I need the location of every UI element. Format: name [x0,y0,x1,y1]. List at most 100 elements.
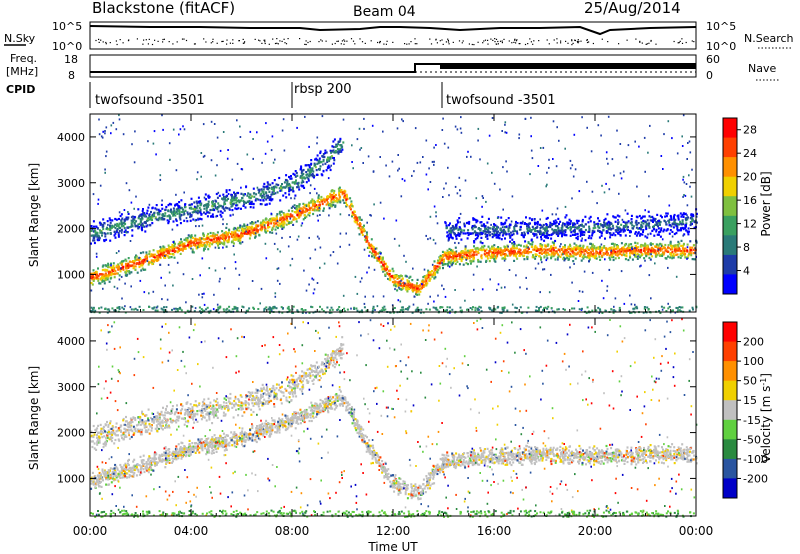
scatter-cell [692,248,695,251]
scatter-cell [623,244,626,247]
scatter-cell [101,280,104,283]
scatter-cell [385,267,388,270]
scatter-cell [615,230,618,233]
nsearch-dot [283,38,285,40]
noise-cell [657,248,660,251]
scatter-cell [480,257,483,260]
scatter-cell [400,288,403,291]
scatter-cell [488,250,491,253]
scatter-cell [216,208,219,211]
noise-cell [203,196,206,199]
noise-cell [316,192,318,195]
scatter-cell [672,226,675,229]
scatter-cell [280,218,283,221]
scatter-cell [322,158,325,162]
scatter-cell [203,247,206,250]
scatter-cell [363,224,365,227]
scatter-cell [450,248,452,252]
scatter-cell [299,176,302,179]
scatter-cell [176,202,179,206]
noise-cell [90,289,93,292]
nsearch-dot [439,40,441,42]
scatter-cell [495,236,498,239]
scatter-cell [120,225,123,228]
noise-cell [649,124,651,127]
scatter-cell [591,245,594,248]
scatter-cell [305,215,308,218]
scatter-cell [141,222,144,225]
scatter-cell [643,215,646,218]
scatter-cell [504,237,506,240]
scatter-cell [297,184,300,187]
noise-cell [486,162,489,165]
scatter-cell [125,270,128,273]
scatter-cell [584,248,587,251]
scatter-cell [455,226,458,229]
scatter-cell [194,237,197,240]
scatter-cell [448,255,451,258]
nsearch-dot [229,42,231,44]
noise-cell [454,185,457,188]
scatter-cell [144,222,147,225]
scatter-cell [219,236,222,240]
scatter-cell [412,289,415,292]
scatter-cell [237,226,239,229]
scatter-cell [139,258,142,261]
scatter-cell [292,218,295,221]
scatter-cell [294,181,297,184]
scatter-cell [178,215,181,218]
noise-cell [514,242,516,245]
scatter-cell [574,253,577,256]
scatter-cell [132,266,135,269]
scatter-cell [454,255,457,258]
scatter-cell [232,203,235,206]
scatter-cell [225,189,228,192]
scatter-cell [401,285,404,288]
scatter-cell [301,210,304,214]
scatter-cell [119,262,122,265]
noise-cell [569,159,572,162]
noise-cell [673,256,675,259]
noise-cell [97,202,99,205]
nsearch-dot [385,43,387,45]
scatter-cell [404,285,407,289]
scatter-cell [267,224,269,227]
scatter-cell [462,255,465,258]
scatter-cell [632,252,635,255]
scatter-cell [264,221,267,224]
scatter-cell [657,219,660,222]
noise-cell [406,275,408,278]
scatter-cell [473,253,476,256]
scatter-cell [482,248,485,251]
scatter-cell [97,234,100,237]
scatter-cell [128,270,131,274]
scatter-cell [337,140,340,143]
scatter-cell [261,226,264,229]
scatter-cell [614,250,617,253]
scatter-cell [493,247,496,250]
scatter-cell [452,260,455,263]
scatter-cell [634,231,637,234]
scatter-cell [184,206,187,209]
scatter-cell [313,203,316,206]
scatter-cell [205,198,208,201]
scatter-cell [291,188,294,191]
scatter-cell [239,224,242,227]
scatter-cell [502,249,505,252]
scatter-cell [333,189,336,193]
scatter-cell [196,238,199,241]
scatter-cell [654,251,657,255]
scatter-cell [281,216,284,219]
noise-cell [511,195,514,198]
scatter-cell [154,258,157,261]
scatter-cell [329,193,332,197]
scatter-cell [330,203,333,207]
scatter-cell [221,197,224,200]
scatter-cell [160,218,163,221]
scatter-cell [312,204,314,207]
scatter-cell [680,254,683,257]
noise-cell [330,164,332,167]
scatter-cell [123,219,126,222]
scatter-cell [398,287,401,290]
scatter-cell [295,207,298,210]
